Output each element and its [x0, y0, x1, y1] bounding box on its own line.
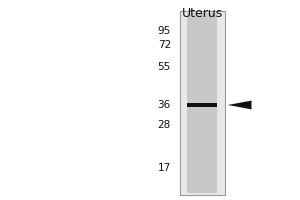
Polygon shape	[228, 101, 251, 109]
Bar	[187, 13, 217, 193]
Text: 17: 17	[158, 163, 171, 173]
Text: Uterus: Uterus	[182, 7, 223, 20]
Text: 95: 95	[158, 26, 171, 36]
Text: 55: 55	[158, 62, 171, 72]
Bar	[180, 11, 225, 195]
Text: 28: 28	[158, 120, 171, 130]
Text: 36: 36	[158, 100, 171, 110]
Bar	[187, 103, 217, 107]
Text: 72: 72	[158, 40, 171, 50]
